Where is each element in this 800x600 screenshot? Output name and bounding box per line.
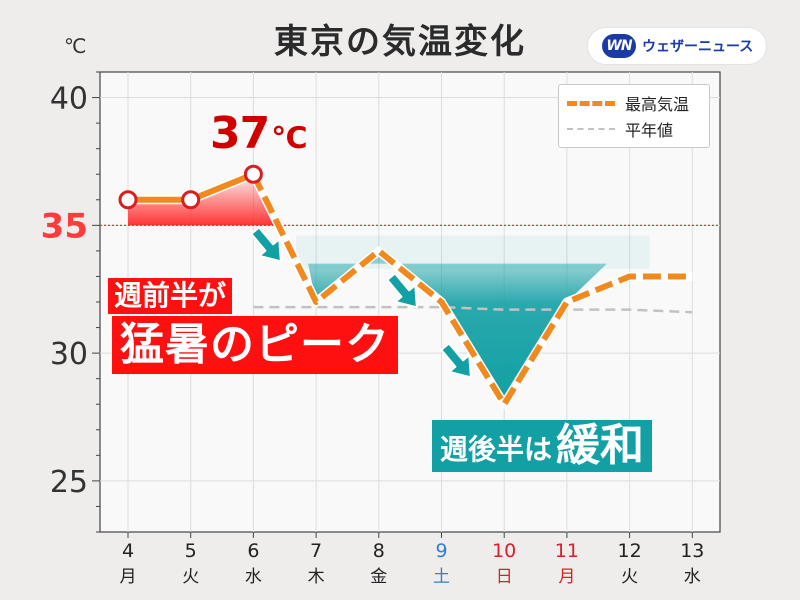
peak-value: 37 bbox=[210, 108, 270, 159]
down-arrow-icon bbox=[250, 226, 282, 263]
legend-label-max: 最高気温 bbox=[625, 95, 690, 114]
down-arrow-shape bbox=[250, 226, 282, 263]
legend-swatch-max bbox=[567, 100, 615, 106]
x-tick-label-day: 9 bbox=[435, 540, 447, 562]
x-tick-label-weekday: 日 bbox=[496, 567, 513, 587]
hot-fill-area bbox=[128, 174, 279, 226]
late-week-label: 週後半は 緩和 bbox=[432, 420, 653, 472]
max-series-point bbox=[118, 190, 138, 210]
x-tick-label-day: 13 bbox=[680, 540, 704, 562]
legend-item-max: 最高気温 bbox=[567, 91, 689, 115]
normal-series-line bbox=[253, 305, 693, 314]
weathernews-logo: WN ウェザーニュース bbox=[588, 28, 766, 64]
x-tick-label-day: 8 bbox=[373, 540, 385, 562]
legend-item-normal: 平年値 bbox=[567, 117, 673, 141]
y-tick-label: 25 bbox=[50, 465, 88, 500]
y-axis-unit: ℃ bbox=[64, 34, 87, 58]
max-series-point bbox=[181, 190, 201, 210]
x-tick-label-weekday: 土 bbox=[433, 567, 450, 587]
x-tick-label-day: 5 bbox=[185, 540, 197, 562]
peak-unit: ℃ bbox=[271, 121, 307, 156]
legend-swatch-normal bbox=[567, 128, 615, 130]
x-tick-label-day: 4 bbox=[122, 540, 134, 562]
down-arrow-icon bbox=[440, 342, 472, 379]
weathernews-logo-mark: WN bbox=[602, 34, 636, 58]
chart-title: 東京の気温変化 bbox=[274, 22, 526, 62]
legend: 最高気温 平年値 bbox=[558, 84, 710, 148]
x-tick-label-day: 12 bbox=[618, 540, 642, 562]
x-tick-label-weekday: 金 bbox=[370, 567, 387, 587]
threshold-tick-label: 35 bbox=[41, 206, 88, 246]
x-tick-label-day: 10 bbox=[492, 540, 516, 562]
late-week-label-big: 緩和 bbox=[556, 420, 645, 471]
down-arrow-shape bbox=[440, 342, 472, 379]
early-week-label-1: 週前半が bbox=[108, 278, 233, 314]
x-tick-label-day: 7 bbox=[310, 540, 322, 562]
x-tick-label-weekday: 水 bbox=[684, 567, 701, 587]
x-tick-label-weekday: 月 bbox=[120, 567, 137, 587]
legend-label-normal: 平年値 bbox=[625, 121, 674, 140]
x-tick-label-day: 11 bbox=[555, 540, 579, 562]
down-arrow-icon bbox=[386, 272, 418, 309]
x-tick-label-day: 6 bbox=[247, 540, 259, 562]
max-series-point bbox=[243, 164, 263, 184]
y-tick-label: 30 bbox=[50, 337, 88, 372]
max-series-forecast-line bbox=[250, 172, 693, 408]
weathernews-logo-text: ウェザーニュース bbox=[642, 39, 754, 55]
cool-fill-band bbox=[296, 235, 650, 269]
x-tick-label-weekday: 月 bbox=[558, 567, 575, 587]
down-arrow-shape bbox=[386, 272, 418, 309]
y-tick-label: 40 bbox=[50, 82, 88, 117]
x-tick-label-weekday: 水 bbox=[245, 567, 262, 587]
early-week-label-2: 猛暑のピーク bbox=[112, 316, 398, 374]
x-tick-label-weekday: 火 bbox=[621, 567, 638, 587]
x-tick-label-weekday: 火 bbox=[182, 567, 199, 587]
late-week-label-small: 週後半は bbox=[440, 433, 553, 466]
x-tick-label-weekday: 木 bbox=[308, 567, 325, 587]
peak-annotation: 37℃ bbox=[210, 108, 308, 159]
